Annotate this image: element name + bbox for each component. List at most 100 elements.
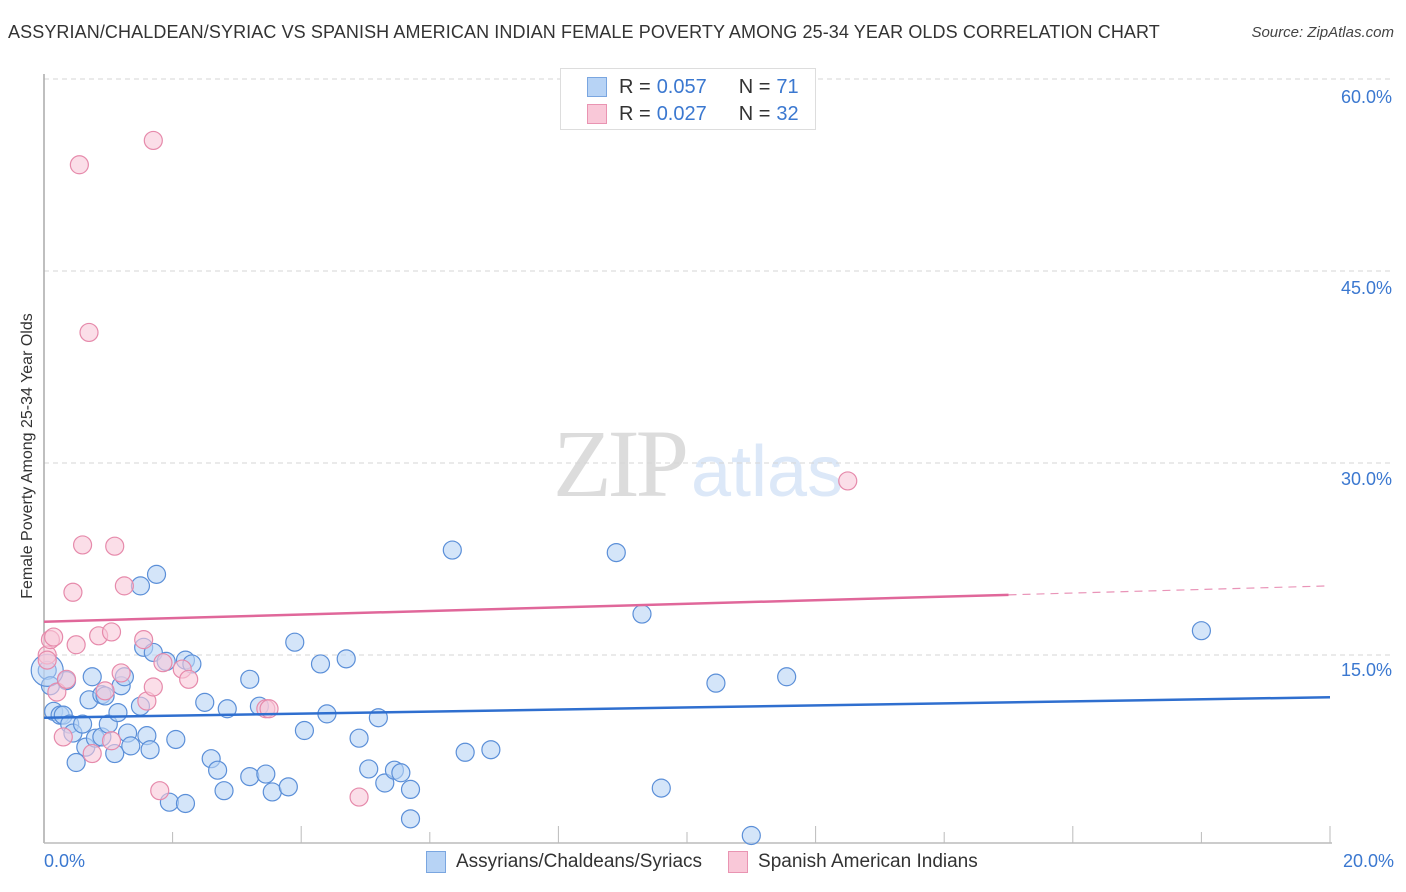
y-tick-30: 30.0% (1340, 469, 1392, 489)
data-point (706, 673, 726, 693)
data-point (455, 742, 475, 762)
legend-row-spanish-american-indians: R = 0.027 N = 32 (587, 102, 799, 126)
data-point (1191, 621, 1212, 641)
data-point (632, 604, 652, 624)
data-point (310, 654, 331, 674)
data-point (63, 582, 83, 602)
data-point (79, 322, 99, 343)
axes (43, 74, 1332, 844)
data-point (285, 632, 305, 652)
data-point (651, 778, 671, 798)
pink-swatch-icon (587, 104, 607, 124)
data-point (56, 669, 77, 689)
data-point (37, 650, 57, 670)
series-legend: Assyrians/Chaldeans/Syriacs Spanish Amer… (426, 851, 1004, 873)
legend-r-value: 0.027 (656, 102, 707, 125)
data-point (179, 669, 199, 689)
data-point (150, 781, 170, 801)
source-label: Source: ZipAtlas.com (1251, 24, 1394, 41)
data-point (442, 540, 462, 560)
data-point (44, 627, 64, 647)
data-point (146, 564, 167, 584)
legend-label-spanish-american-indians: Spanish American Indians (758, 851, 978, 872)
x-tick-min: 0.0% (44, 851, 86, 871)
legend-r-label: R = (619, 102, 651, 125)
y-tick-45: 45.0% (1340, 278, 1392, 298)
data-point (143, 130, 163, 151)
trend-lines (43, 585, 1331, 719)
legend-n-label: N = (738, 102, 771, 125)
data-point (400, 809, 421, 829)
series-assyrians-points (30, 540, 1212, 846)
data-point (111, 663, 131, 683)
legend-r-label: R = (619, 75, 651, 98)
trend-line-extension (1008, 585, 1331, 596)
data-point (391, 763, 411, 783)
data-point (256, 764, 276, 784)
data-point (349, 728, 369, 748)
y-tick-15: 15.0% (1340, 660, 1392, 680)
gridlines (44, 78, 1394, 656)
data-point (66, 752, 86, 773)
legend-n-value: 71 (776, 75, 799, 98)
data-point (175, 793, 196, 814)
data-point (101, 622, 122, 642)
x-tick-max: 20.0% (1342, 851, 1394, 871)
data-point (69, 155, 89, 175)
legend-item-assyrians[interactable]: Assyrians/Chaldeans/Syriacs (426, 851, 702, 873)
data-point (105, 536, 125, 556)
data-point (143, 677, 163, 697)
data-point (114, 576, 134, 596)
data-point (278, 777, 298, 797)
data-point (101, 731, 122, 751)
legend-n-label: N = (738, 75, 771, 98)
data-point (82, 667, 102, 687)
data-point (140, 740, 160, 760)
data-point (838, 471, 858, 491)
data-point (72, 714, 93, 734)
data-point (134, 630, 154, 650)
data-point (240, 766, 260, 787)
data-point (336, 649, 356, 669)
data-point (53, 727, 73, 747)
legend-n-value: 32 (776, 102, 799, 125)
legend-label-assyrians: Assyrians/Chaldeans/Syriacs (456, 851, 703, 872)
data-point (214, 781, 234, 801)
data-point (294, 720, 315, 741)
trend-line-assyrians (43, 695, 1331, 719)
blue-swatch-icon (587, 77, 607, 97)
pink-swatch-icon (728, 851, 749, 873)
y-axis-label: Female Poverty Among 25-34 Year Olds (19, 313, 36, 599)
data-point (741, 825, 761, 846)
data-point (47, 682, 67, 702)
data-point (217, 699, 237, 719)
data-point (375, 773, 395, 793)
y-tick-60: 60.0% (1340, 87, 1392, 107)
series-spanish-american-indians-points (37, 130, 858, 807)
data-point (153, 653, 173, 673)
data-point (121, 736, 141, 756)
data-point (606, 542, 626, 563)
legend-r-value: 0.057 (656, 75, 707, 98)
data-point (349, 787, 369, 807)
data-point (130, 576, 151, 596)
data-point (166, 729, 186, 750)
legend-item-spanish-american-indians[interactable]: Spanish American Indians (728, 851, 978, 873)
data-point (777, 667, 797, 687)
data-point (240, 669, 260, 689)
blue-swatch-icon (426, 851, 446, 873)
data-point (262, 782, 282, 802)
data-point (108, 702, 128, 723)
data-point (195, 692, 215, 712)
data-point (95, 681, 115, 701)
legend-row-assyrians: R = 0.057 N = 71 (587, 75, 799, 99)
chart-title: ASSYRIAN/CHALDEAN/SYRIAC VS SPANISH AMER… (8, 22, 1160, 42)
data-point (66, 635, 86, 655)
trend-line-spanish-american-indians (43, 593, 1009, 623)
data-point (208, 760, 228, 780)
data-point (72, 535, 93, 555)
data-point (481, 740, 501, 760)
correlation-legend: R = 0.057 N = 71 R = 0.027 N = 32 (560, 68, 816, 130)
data-point (400, 779, 421, 800)
